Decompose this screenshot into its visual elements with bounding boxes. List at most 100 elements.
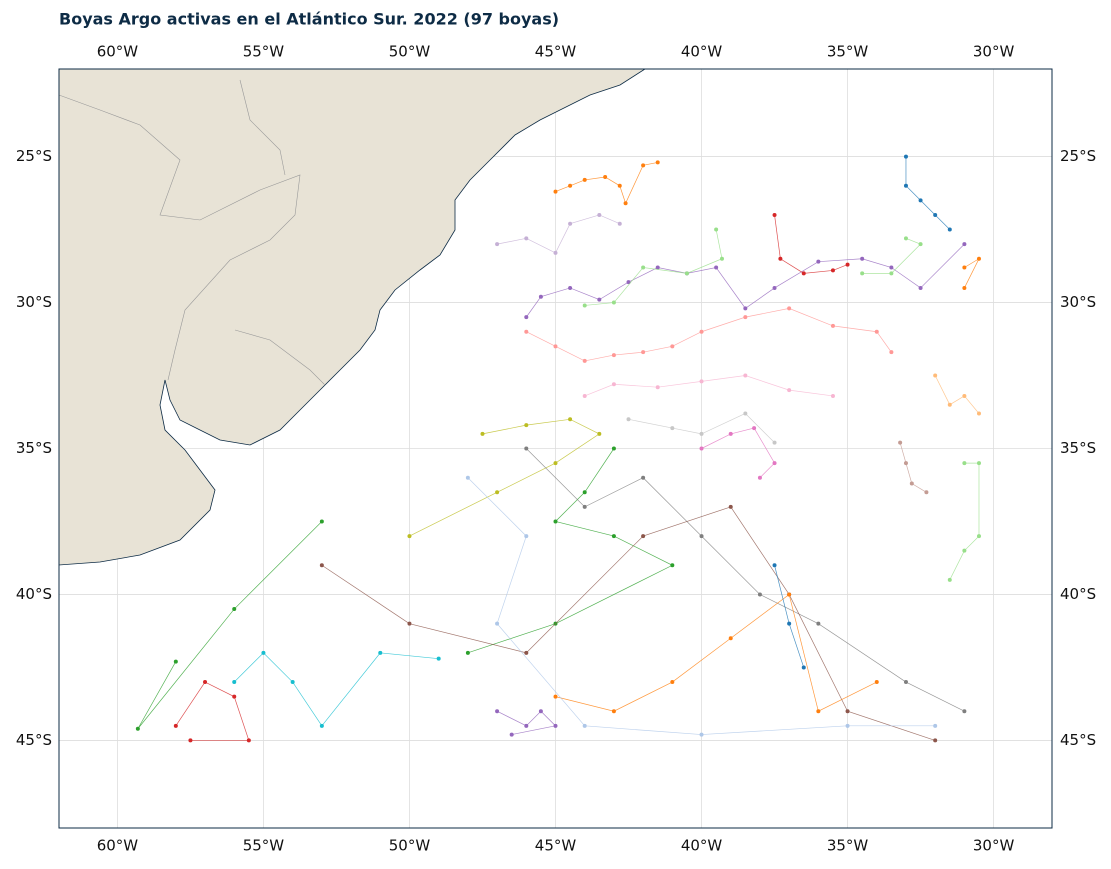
float-position [918, 242, 923, 247]
track [233, 652, 439, 727]
float-position [962, 461, 967, 466]
float-position [719, 256, 724, 261]
border [58, 79, 326, 386]
y-tick-label: 30°S [1060, 293, 1096, 311]
y-tick-label: 45°S [1060, 731, 1096, 749]
y-tick-label: 35°S [1060, 439, 1096, 457]
float-position [699, 732, 704, 737]
float-position [924, 490, 929, 495]
float-position [845, 723, 850, 728]
track [555, 162, 658, 205]
x-tick-label: 45°W [535, 837, 577, 855]
x-tick-label: 60°W [97, 43, 139, 61]
track [899, 442, 927, 493]
frame [58, 68, 1053, 829]
track [496, 710, 557, 735]
track [497, 214, 620, 254]
float-position [757, 592, 762, 597]
float-position [889, 265, 894, 270]
float-position [874, 680, 879, 685]
float-position [801, 271, 806, 276]
float-position [889, 350, 894, 355]
float-position [830, 323, 835, 328]
track [526, 243, 965, 318]
float-position [246, 738, 251, 743]
float-position [611, 300, 616, 305]
float-position [495, 242, 500, 247]
track [949, 462, 980, 581]
float-position [582, 177, 587, 182]
float-position [611, 446, 616, 451]
float-position [407, 621, 412, 626]
x-tick-label: 55°W [243, 43, 285, 61]
float-position [553, 694, 558, 699]
float-position [976, 256, 981, 261]
track [584, 229, 723, 306]
float-position [947, 402, 952, 407]
float-position [772, 461, 777, 466]
x-tick-label: 35°W [827, 43, 869, 61]
float-position [845, 709, 850, 714]
y-tick-label: 25°S [1060, 147, 1096, 165]
x-tick-label: 35°W [827, 837, 869, 855]
track [905, 156, 951, 230]
y-tick-label: 30°S [16, 293, 52, 311]
float-position [699, 534, 704, 539]
float-position [232, 694, 237, 699]
float-position [611, 353, 616, 358]
float-position [495, 490, 500, 495]
float-position [962, 393, 967, 398]
float-position [582, 504, 587, 509]
float-position [553, 344, 558, 349]
track [774, 214, 848, 274]
track [409, 418, 601, 537]
y-tick-label: 35°S [16, 439, 52, 457]
float-position [524, 650, 529, 655]
float-position [830, 393, 835, 398]
float-position [509, 732, 514, 737]
track [584, 375, 834, 397]
track [774, 565, 805, 668]
float-position [903, 461, 908, 466]
float-position [626, 280, 631, 285]
float-position [261, 650, 266, 655]
float-position [290, 680, 295, 685]
x-tick-label: 40°W [681, 837, 723, 855]
float-position [538, 294, 543, 299]
float-position [947, 227, 952, 232]
track [137, 521, 323, 729]
float-position [787, 621, 792, 626]
float-position [378, 650, 383, 655]
float-position [465, 650, 470, 655]
float-position [860, 256, 865, 261]
float-position [743, 306, 748, 311]
float-position [903, 183, 908, 188]
float-position [524, 315, 529, 320]
float-position [743, 315, 748, 320]
float-position [801, 665, 806, 670]
float-position [898, 440, 903, 445]
x-tick-label: 45°W [535, 43, 577, 61]
float-position [684, 271, 689, 276]
float-position [933, 212, 938, 217]
float-position [772, 563, 777, 568]
float-position [617, 221, 622, 226]
float-position [962, 285, 967, 290]
float-position [465, 475, 470, 480]
float-position [524, 446, 529, 451]
x-tick-label: 60°W [97, 837, 139, 855]
float-position [553, 519, 558, 524]
float-position [524, 329, 529, 334]
float-position [918, 198, 923, 203]
float-position [611, 709, 616, 714]
x-tick-label: 40°W [681, 43, 723, 61]
float-position [568, 417, 573, 422]
float-position [495, 709, 500, 714]
float-position [772, 285, 777, 290]
float-position [480, 431, 485, 436]
float-position [617, 183, 622, 188]
float-position [611, 534, 616, 539]
track [701, 427, 775, 478]
float-position [860, 271, 865, 276]
track [526, 448, 965, 712]
